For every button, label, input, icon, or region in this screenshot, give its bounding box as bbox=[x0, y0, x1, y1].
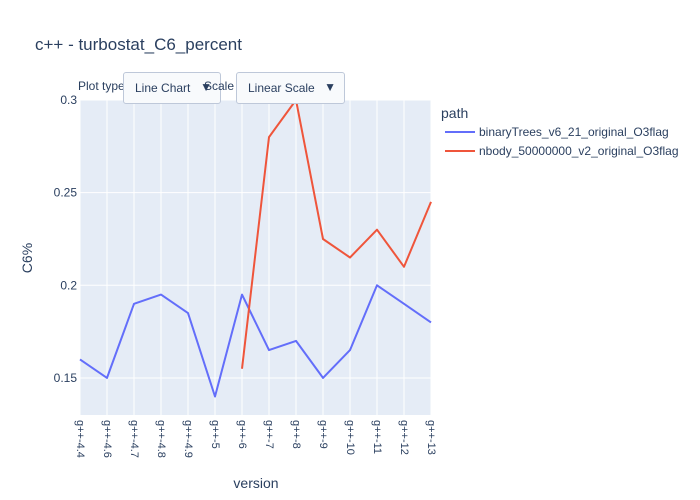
y-tick-label: 0.2 bbox=[60, 278, 77, 292]
x-tick-label: g++-9 bbox=[317, 420, 329, 449]
x-tick-label: g++-4.7 bbox=[128, 420, 140, 458]
y-axis-label: C6% bbox=[19, 243, 35, 273]
y-tick-label: 0.15 bbox=[54, 371, 78, 385]
legend-label: binaryTrees_v6_21_original_O3flag bbox=[479, 125, 669, 139]
scale-dropdown[interactable]: Linear Scale ▼ bbox=[236, 72, 345, 104]
x-axis-label: version bbox=[233, 475, 278, 491]
x-tick-label: g++-5 bbox=[209, 420, 221, 449]
chart-title: c++ - turbostat_C6_percent bbox=[35, 35, 242, 54]
x-tick-labels: g++-4.4 g++-4.6 g++-4.7 g++-4.8 g++-4.9 g++-5… bbox=[74, 420, 437, 458]
scale-label: Scale bbox=[204, 79, 235, 93]
x-tick-label: g++-4.9 bbox=[182, 420, 194, 458]
series-lines bbox=[79, 99, 432, 398]
plot-type-label: Plot type bbox=[78, 79, 125, 93]
x-tick-label: g++-4.4 bbox=[74, 420, 86, 458]
x-tick-label: g++-10 bbox=[344, 420, 356, 455]
series-line bbox=[79, 284, 432, 398]
x-tick-label: g++-4.8 bbox=[155, 420, 167, 458]
x-tick-label: g++-13 bbox=[425, 420, 437, 455]
x-tick-label: g++-4.6 bbox=[101, 420, 113, 458]
x-tick-label: g++-11 bbox=[371, 420, 383, 454]
legend-title: path bbox=[441, 105, 468, 121]
x-tick-label: g++-8 bbox=[290, 420, 302, 449]
y-tick-label: 0.3 bbox=[60, 93, 77, 107]
legend: path binaryTrees_v6_21_original_O3flagnb… bbox=[441, 105, 679, 158]
x-tick-label: g++-12 bbox=[398, 420, 410, 455]
plot-type-dropdown[interactable]: Line Chart ▼ bbox=[123, 72, 221, 104]
series-line bbox=[241, 99, 432, 369]
caret-down-icon: ▼ bbox=[324, 80, 336, 94]
caret-down-icon: ▼ bbox=[200, 80, 212, 94]
plot-type-value: Line Chart bbox=[135, 81, 191, 95]
x-tick-label: g++-7 bbox=[263, 420, 275, 449]
legend-label: nbody_50000000_v2_original_O3flag bbox=[479, 144, 679, 158]
scale-value: Linear Scale bbox=[248, 81, 315, 95]
y-tick-label: 0.25 bbox=[54, 186, 78, 200]
y-tick-labels: 0.15 0.2 0.25 0.3 bbox=[54, 93, 78, 385]
x-tick-label: g++-6 bbox=[236, 420, 248, 449]
